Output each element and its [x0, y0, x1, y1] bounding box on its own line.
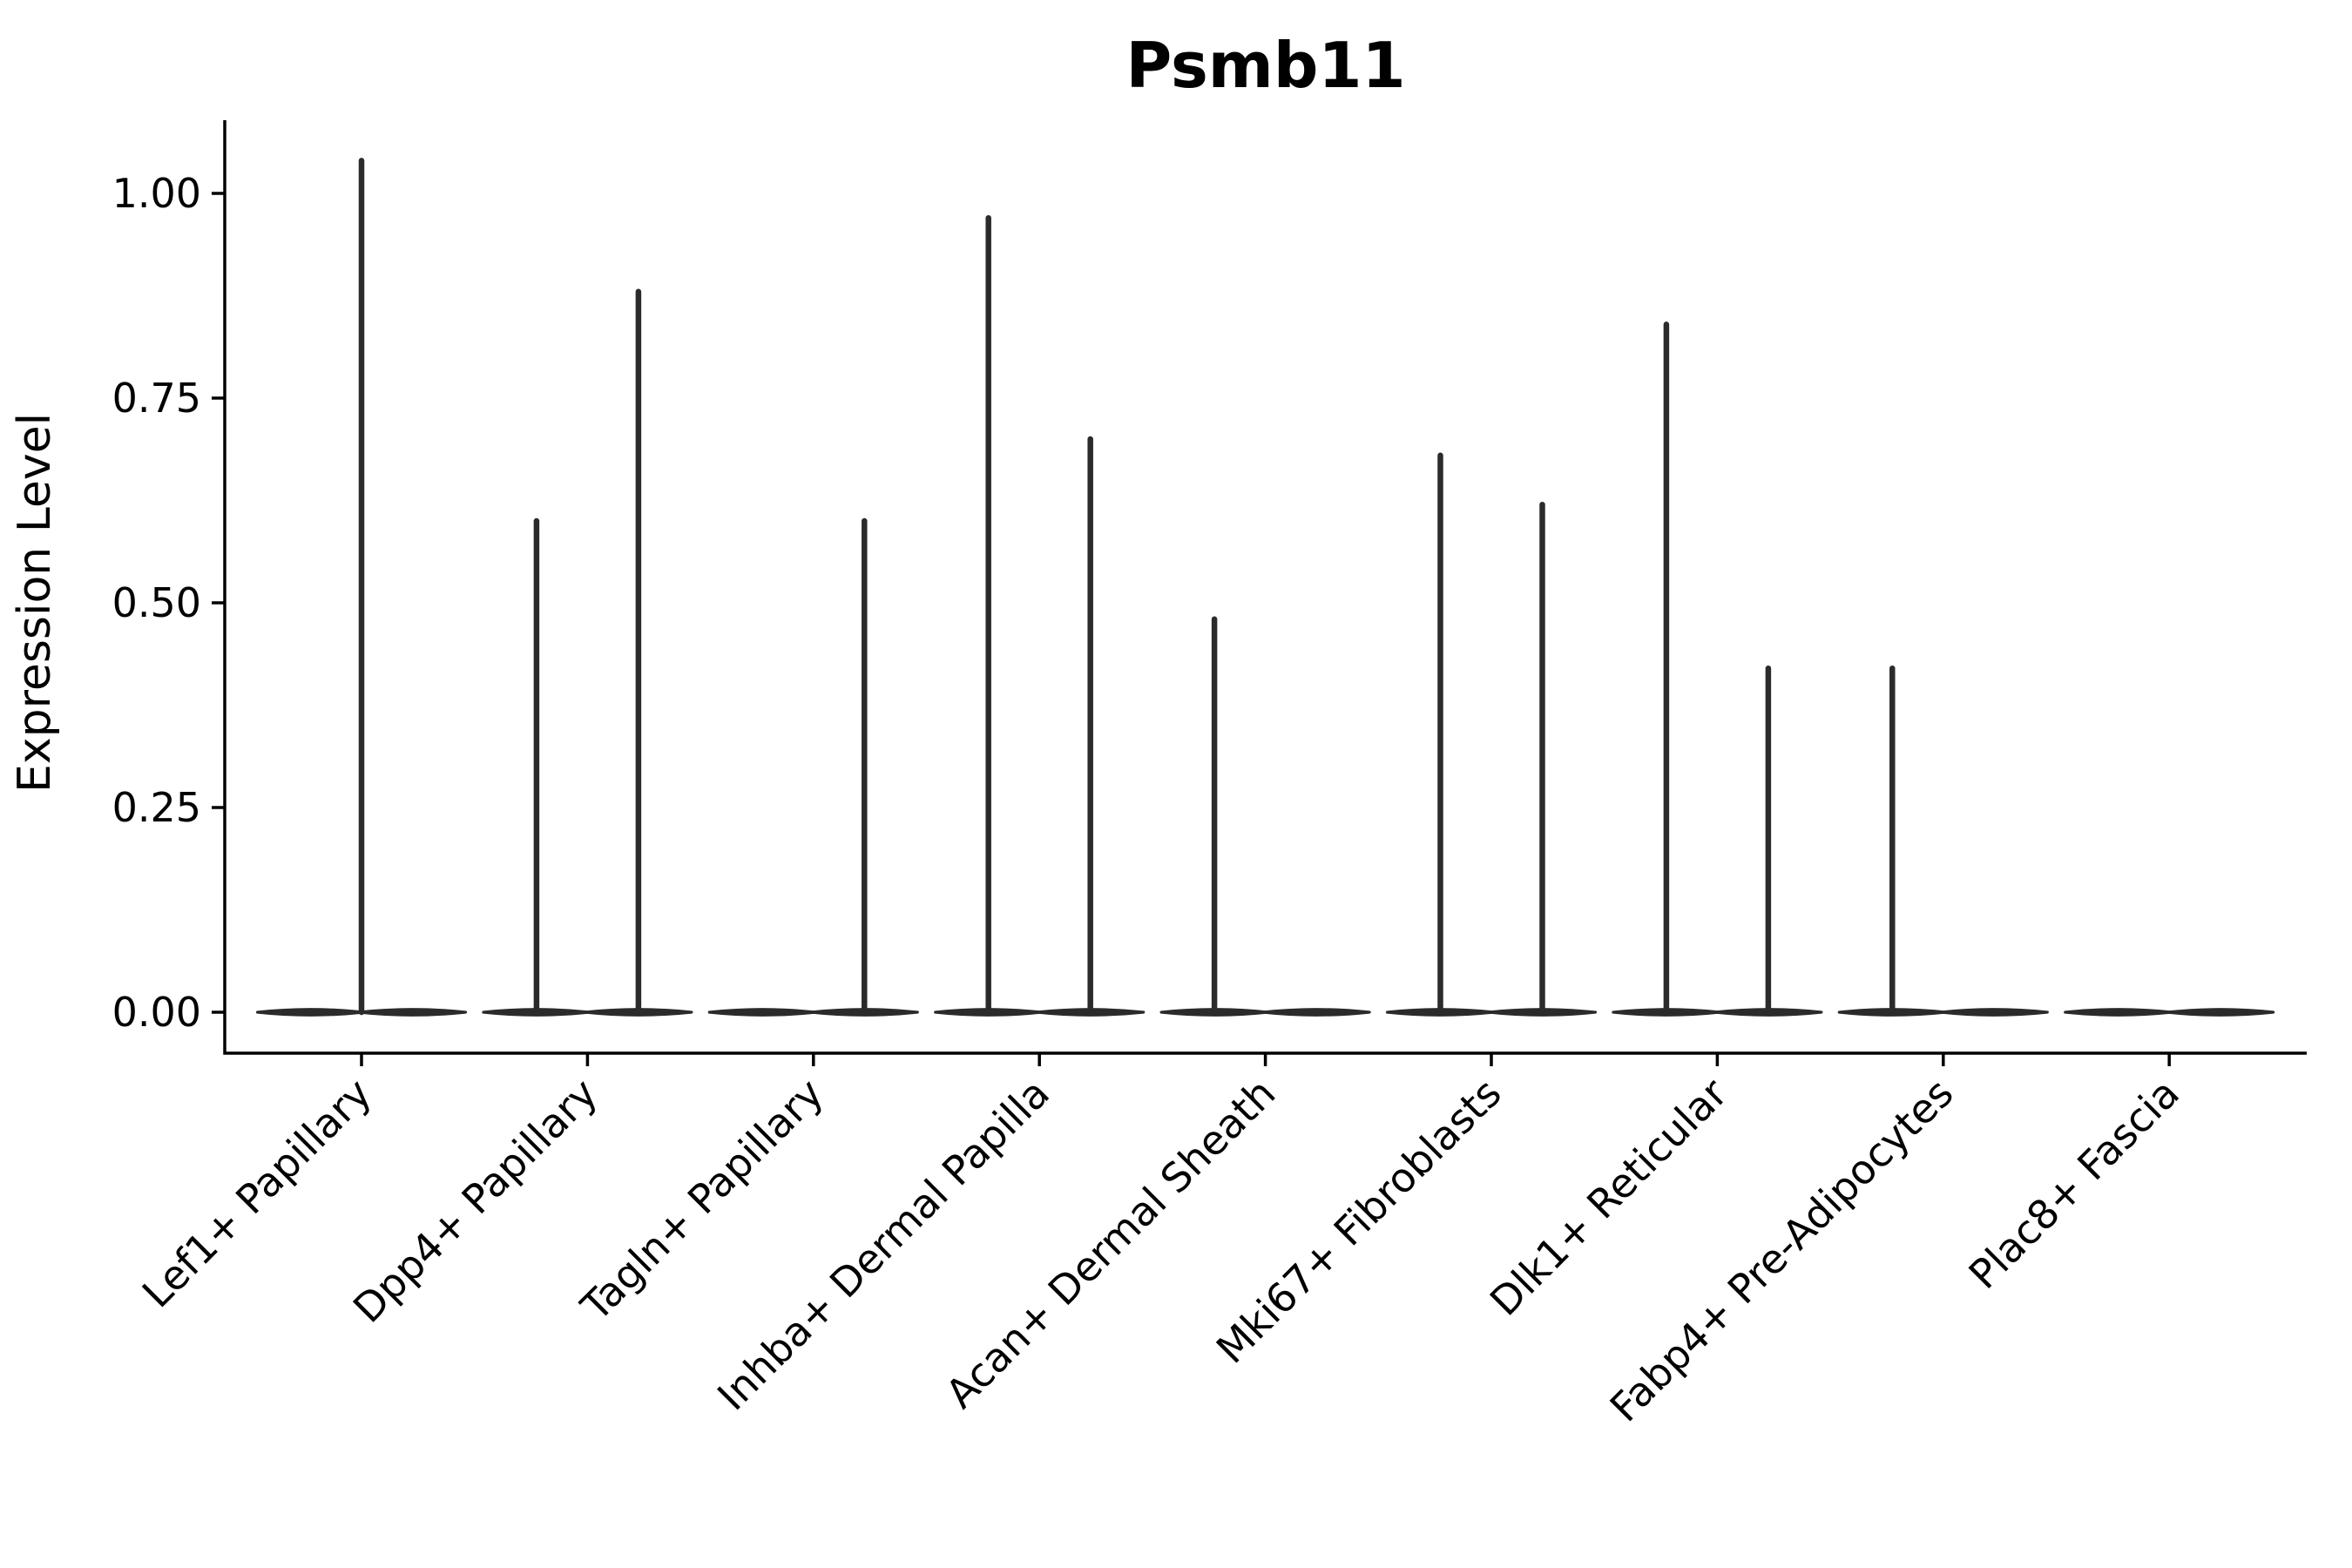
violin-base: [357, 1008, 468, 1017]
axes-spines: [223, 120, 2307, 1055]
x-tick-label: Dlk1+ Reticular: [1481, 1070, 1736, 1325]
violin-base: [2166, 1008, 2275, 1017]
x-tick-label: Plac8+ Fascia: [1960, 1070, 2188, 1298]
x-tick-label: Lef1+ Papillary: [133, 1070, 381, 1317]
x-tick-label: Tagln+ Papillary: [571, 1070, 833, 1331]
violin-base: [2064, 1008, 2173, 1017]
y-axis-ticks: 0.00 0.25 0.50 0.75 1.00: [112, 170, 225, 1036]
violin-shapes: [255, 158, 2275, 1017]
y-tick-label: 0.50: [112, 579, 201, 626]
y-tick-label: 1.00: [112, 170, 201, 217]
violin-base: [1939, 1008, 2049, 1017]
violin-base: [1261, 1008, 1371, 1017]
y-tick-label: 0.75: [112, 375, 201, 422]
chart-title: Psmb11: [1125, 29, 1405, 102]
violin-base: [707, 1008, 817, 1017]
x-tick-label: Dpp4+ Papillary: [344, 1070, 606, 1332]
y-axis-label: Expression Level: [9, 413, 61, 793]
y-tick-label: 0.00: [112, 989, 201, 1036]
violin-base: [255, 1008, 366, 1017]
y-tick-label: 0.25: [112, 784, 201, 831]
